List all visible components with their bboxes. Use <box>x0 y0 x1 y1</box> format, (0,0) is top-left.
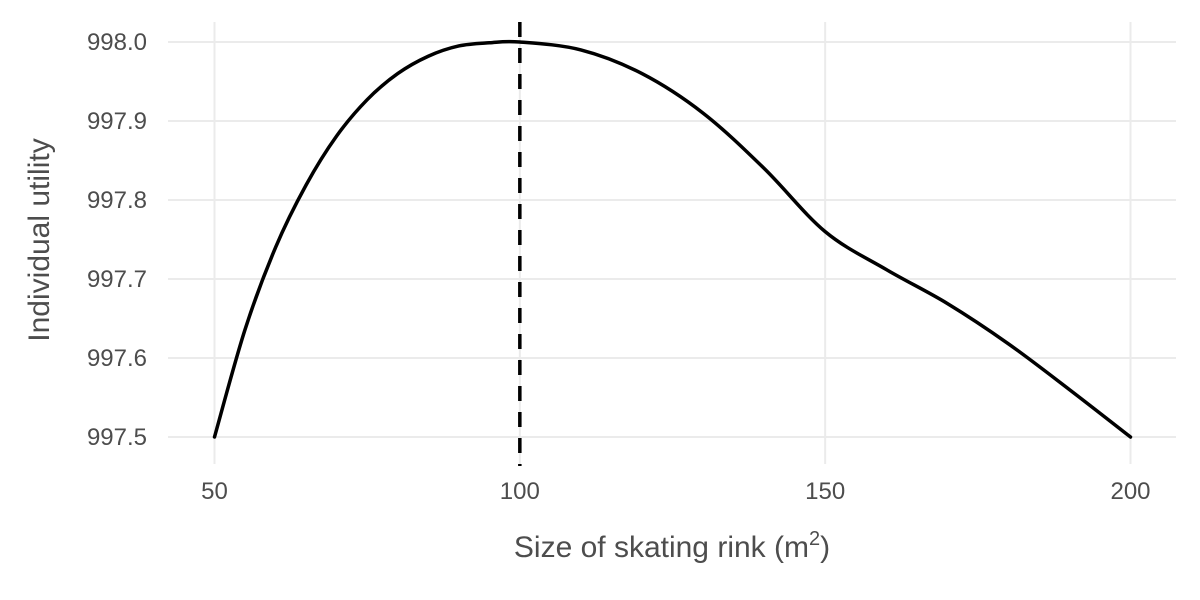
x-tick-label: 200 <box>1110 478 1150 505</box>
y-tick-label: 997.5 <box>87 424 147 451</box>
x-axis-title: Size of skating rink (m2) <box>514 528 830 564</box>
x-tick-labels: 50 100 150 200 <box>201 478 1150 505</box>
y-tick-label: 997.7 <box>87 266 147 293</box>
utility-curve <box>212 39 1133 439</box>
y-tick-label: 998.0 <box>87 29 147 56</box>
x-tick-label: 50 <box>201 478 228 505</box>
x-tick-label: 150 <box>805 478 845 505</box>
grid <box>168 22 1176 464</box>
y-tick-label: 997.9 <box>87 108 147 135</box>
y-axis-title: Individual utility <box>23 138 56 341</box>
y-tick-label: 997.6 <box>87 345 147 372</box>
series-layer <box>212 39 1133 439</box>
y-tick-labels: 997.5 997.6 997.7 997.8 997.9 998.0 <box>87 29 147 451</box>
y-tick-label: 997.8 <box>87 187 147 214</box>
x-tick-label: 100 <box>500 478 540 505</box>
